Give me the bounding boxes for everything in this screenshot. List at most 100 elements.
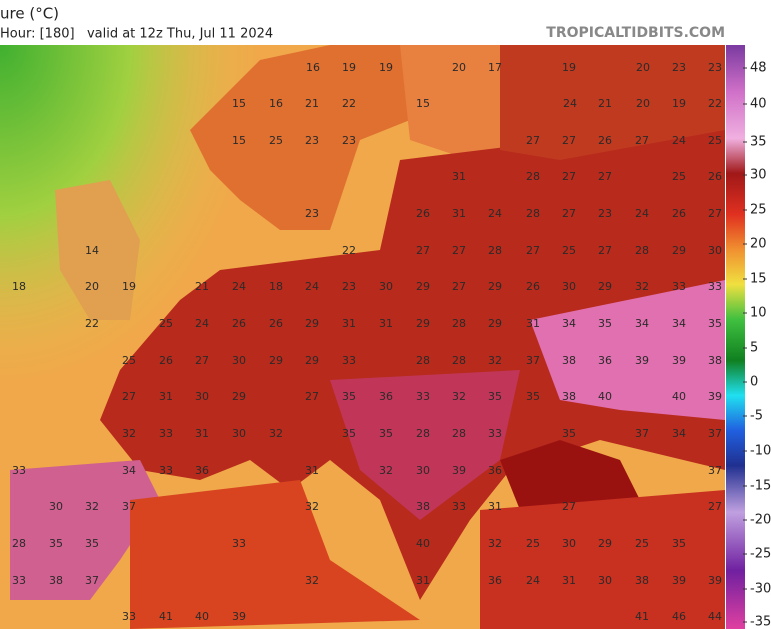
temperature-label: 26 xyxy=(269,317,283,330)
temperature-label: 29 xyxy=(269,354,283,367)
colorbar-label: -30 xyxy=(750,582,771,597)
temperature-label: 34 xyxy=(635,317,649,330)
temperature-label: 31 xyxy=(379,317,393,330)
temperature-label: 30 xyxy=(562,537,576,550)
temperature-label: 32 xyxy=(85,500,99,513)
temperature-label: 23 xyxy=(342,280,356,293)
temperature-label: 22 xyxy=(708,97,722,110)
temperature-label: 29 xyxy=(488,280,502,293)
temperature-label: 23 xyxy=(672,61,686,74)
colorbar-label: -10 xyxy=(750,444,771,459)
temperature-label: 29 xyxy=(488,317,502,330)
colorbar-label: 15 xyxy=(750,272,767,287)
temperature-label: 27 xyxy=(635,134,649,147)
temperature-label: 28 xyxy=(416,354,430,367)
colorbar-label: 40 xyxy=(750,97,767,112)
temperature-label: 34 xyxy=(122,464,136,477)
temperature-label: 33 xyxy=(708,280,722,293)
temperature-label: 29 xyxy=(598,280,612,293)
temperature-label: 33 xyxy=(342,354,356,367)
temperature-label: 24 xyxy=(488,207,502,220)
temperature-label: 38 xyxy=(416,500,430,513)
temperature-label: 28 xyxy=(452,354,466,367)
colorbar-label: 30 xyxy=(750,168,767,183)
temperature-label: 33 xyxy=(232,537,246,550)
temperature-label: 39 xyxy=(708,574,722,587)
temperature-label: 28 xyxy=(488,244,502,257)
temperature-label: 30 xyxy=(232,427,246,440)
temperature-label: 24 xyxy=(195,317,209,330)
temperature-label: 15 xyxy=(416,97,430,110)
temperature-label: 28 xyxy=(526,207,540,220)
temperature-label: 30 xyxy=(49,500,63,513)
temperature-label: 38 xyxy=(635,574,649,587)
colorbar-label: 20 xyxy=(750,237,767,252)
temperature-label: 24 xyxy=(232,280,246,293)
temperature-label: 28 xyxy=(12,537,26,550)
temperature-label: 37 xyxy=(635,427,649,440)
temperature-label: 37 xyxy=(708,464,722,477)
temperature-label: 29 xyxy=(232,390,246,403)
site-name: TROPICALTIDBITS.COM xyxy=(546,25,725,41)
temperature-label: 40 xyxy=(598,390,612,403)
temperature-label: 24 xyxy=(305,280,319,293)
temperature-label: 35 xyxy=(598,317,612,330)
temperature-label: 35 xyxy=(562,427,576,440)
temperature-label: 27 xyxy=(598,244,612,257)
temperature-label: 27 xyxy=(195,354,209,367)
temperature-label: 40 xyxy=(195,610,209,623)
temperature-label: 23 xyxy=(598,207,612,220)
temperature-label: 31 xyxy=(305,464,319,477)
temperature-label: 32 xyxy=(379,464,393,477)
temperature-label: 28 xyxy=(635,244,649,257)
temperature-label: 27 xyxy=(452,244,466,257)
temperature-label: 25 xyxy=(269,134,283,147)
temperature-label: 36 xyxy=(488,464,502,477)
temperature-label: 31 xyxy=(416,574,430,587)
temperature-label: 19 xyxy=(379,61,393,74)
temperature-label: 32 xyxy=(269,427,283,440)
temperature-label: 38 xyxy=(562,390,576,403)
colorbar-label: -25 xyxy=(750,547,771,562)
temperature-label: 37 xyxy=(708,427,722,440)
temperature-label: 23 xyxy=(305,207,319,220)
temperature-label: 20 xyxy=(85,280,99,293)
temperature-label: 31 xyxy=(342,317,356,330)
temperature-label: 29 xyxy=(305,317,319,330)
temperature-label: 24 xyxy=(635,207,649,220)
temperature-label: 38 xyxy=(708,354,722,367)
temperature-label: 31 xyxy=(452,170,466,183)
temperature-label: 27 xyxy=(416,244,430,257)
colorbar-label: -15 xyxy=(750,479,771,494)
temperature-label: 24 xyxy=(563,97,577,110)
temperature-label: 14 xyxy=(85,244,99,257)
temperature-label: 27 xyxy=(562,207,576,220)
temperature-label: 33 xyxy=(452,500,466,513)
temperature-label: 20 xyxy=(636,61,650,74)
temperature-label: 35 xyxy=(672,537,686,550)
temperature-label: 28 xyxy=(416,427,430,440)
temperature-label: 29 xyxy=(672,244,686,257)
temperature-label: 23 xyxy=(342,134,356,147)
temperature-label: 32 xyxy=(305,500,319,513)
temperature-label: 31 xyxy=(526,317,540,330)
temperature-label: 15 xyxy=(232,97,246,110)
temperature-label: 33 xyxy=(159,464,173,477)
temperature-label: 25 xyxy=(526,537,540,550)
temperature-label: 30 xyxy=(562,280,576,293)
temperature-label: 31 xyxy=(562,574,576,587)
temperature-label: 38 xyxy=(49,574,63,587)
temperature-label: 25 xyxy=(159,317,173,330)
temperature-label: 32 xyxy=(635,280,649,293)
temperature-label: 26 xyxy=(672,207,686,220)
temperature-label: 39 xyxy=(635,354,649,367)
temperature-label: 26 xyxy=(526,280,540,293)
temperature-label: 35 xyxy=(379,427,393,440)
temperature-label: 44 xyxy=(708,610,722,623)
temperature-label: 25 xyxy=(562,244,576,257)
temperature-label: 31 xyxy=(488,500,502,513)
temperature-label: 32 xyxy=(122,427,136,440)
temperature-label: 39 xyxy=(672,354,686,367)
temperature-label: 31 xyxy=(452,207,466,220)
temperature-label: 32 xyxy=(488,537,502,550)
